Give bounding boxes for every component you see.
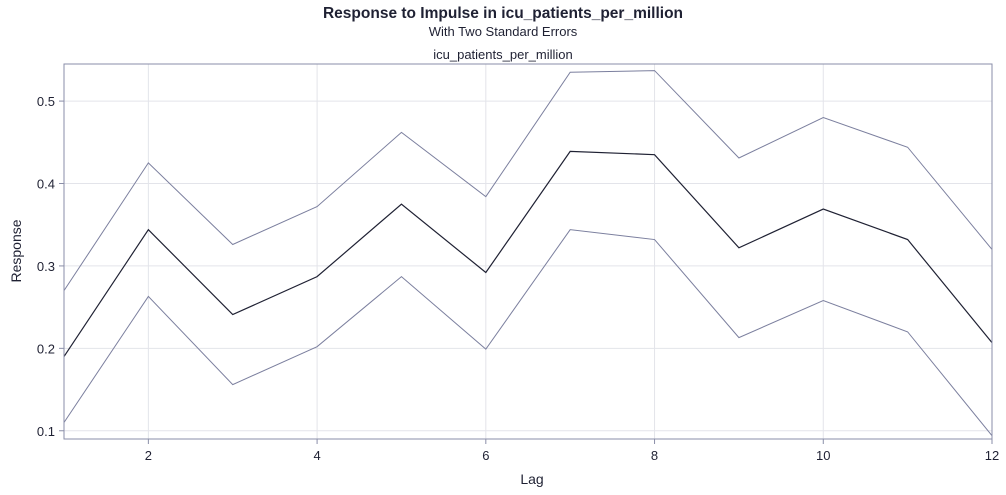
grid-layer xyxy=(64,64,993,439)
lower-series-line xyxy=(63,229,993,437)
y-tick-label: 0.3 xyxy=(37,259,55,274)
x-tick-label: 4 xyxy=(313,448,320,463)
plot-frame xyxy=(63,63,993,440)
y-axis-label: Response xyxy=(8,219,24,282)
panel-title: icu_patients_per_million xyxy=(433,47,573,62)
x-tick-label: 8 xyxy=(651,448,658,463)
x-tick-label: 2 xyxy=(145,448,152,463)
y-tick-label: 0.5 xyxy=(37,94,55,109)
y-tick-label: 0.4 xyxy=(37,177,55,192)
chart-subtitle: With Two Standard Errors xyxy=(428,24,578,39)
x-tick-label: 6 xyxy=(482,448,489,463)
series-layer xyxy=(63,70,993,437)
y-tick-label: 0.1 xyxy=(37,424,55,439)
x-tick-label: 10 xyxy=(816,448,830,463)
x-tick-label: 12 xyxy=(985,448,999,463)
upper-series-line xyxy=(63,70,993,291)
tick-layer: 2 4 6 8 10 12 0.1 0.2 0.3 0.4 0.5 xyxy=(37,94,999,463)
x-axis-label: Lag xyxy=(520,471,543,487)
y-tick-label: 0.2 xyxy=(37,341,55,356)
chart-title: Response to Impulse in icu_patients_per_… xyxy=(322,5,684,22)
response-series-line xyxy=(63,150,993,357)
